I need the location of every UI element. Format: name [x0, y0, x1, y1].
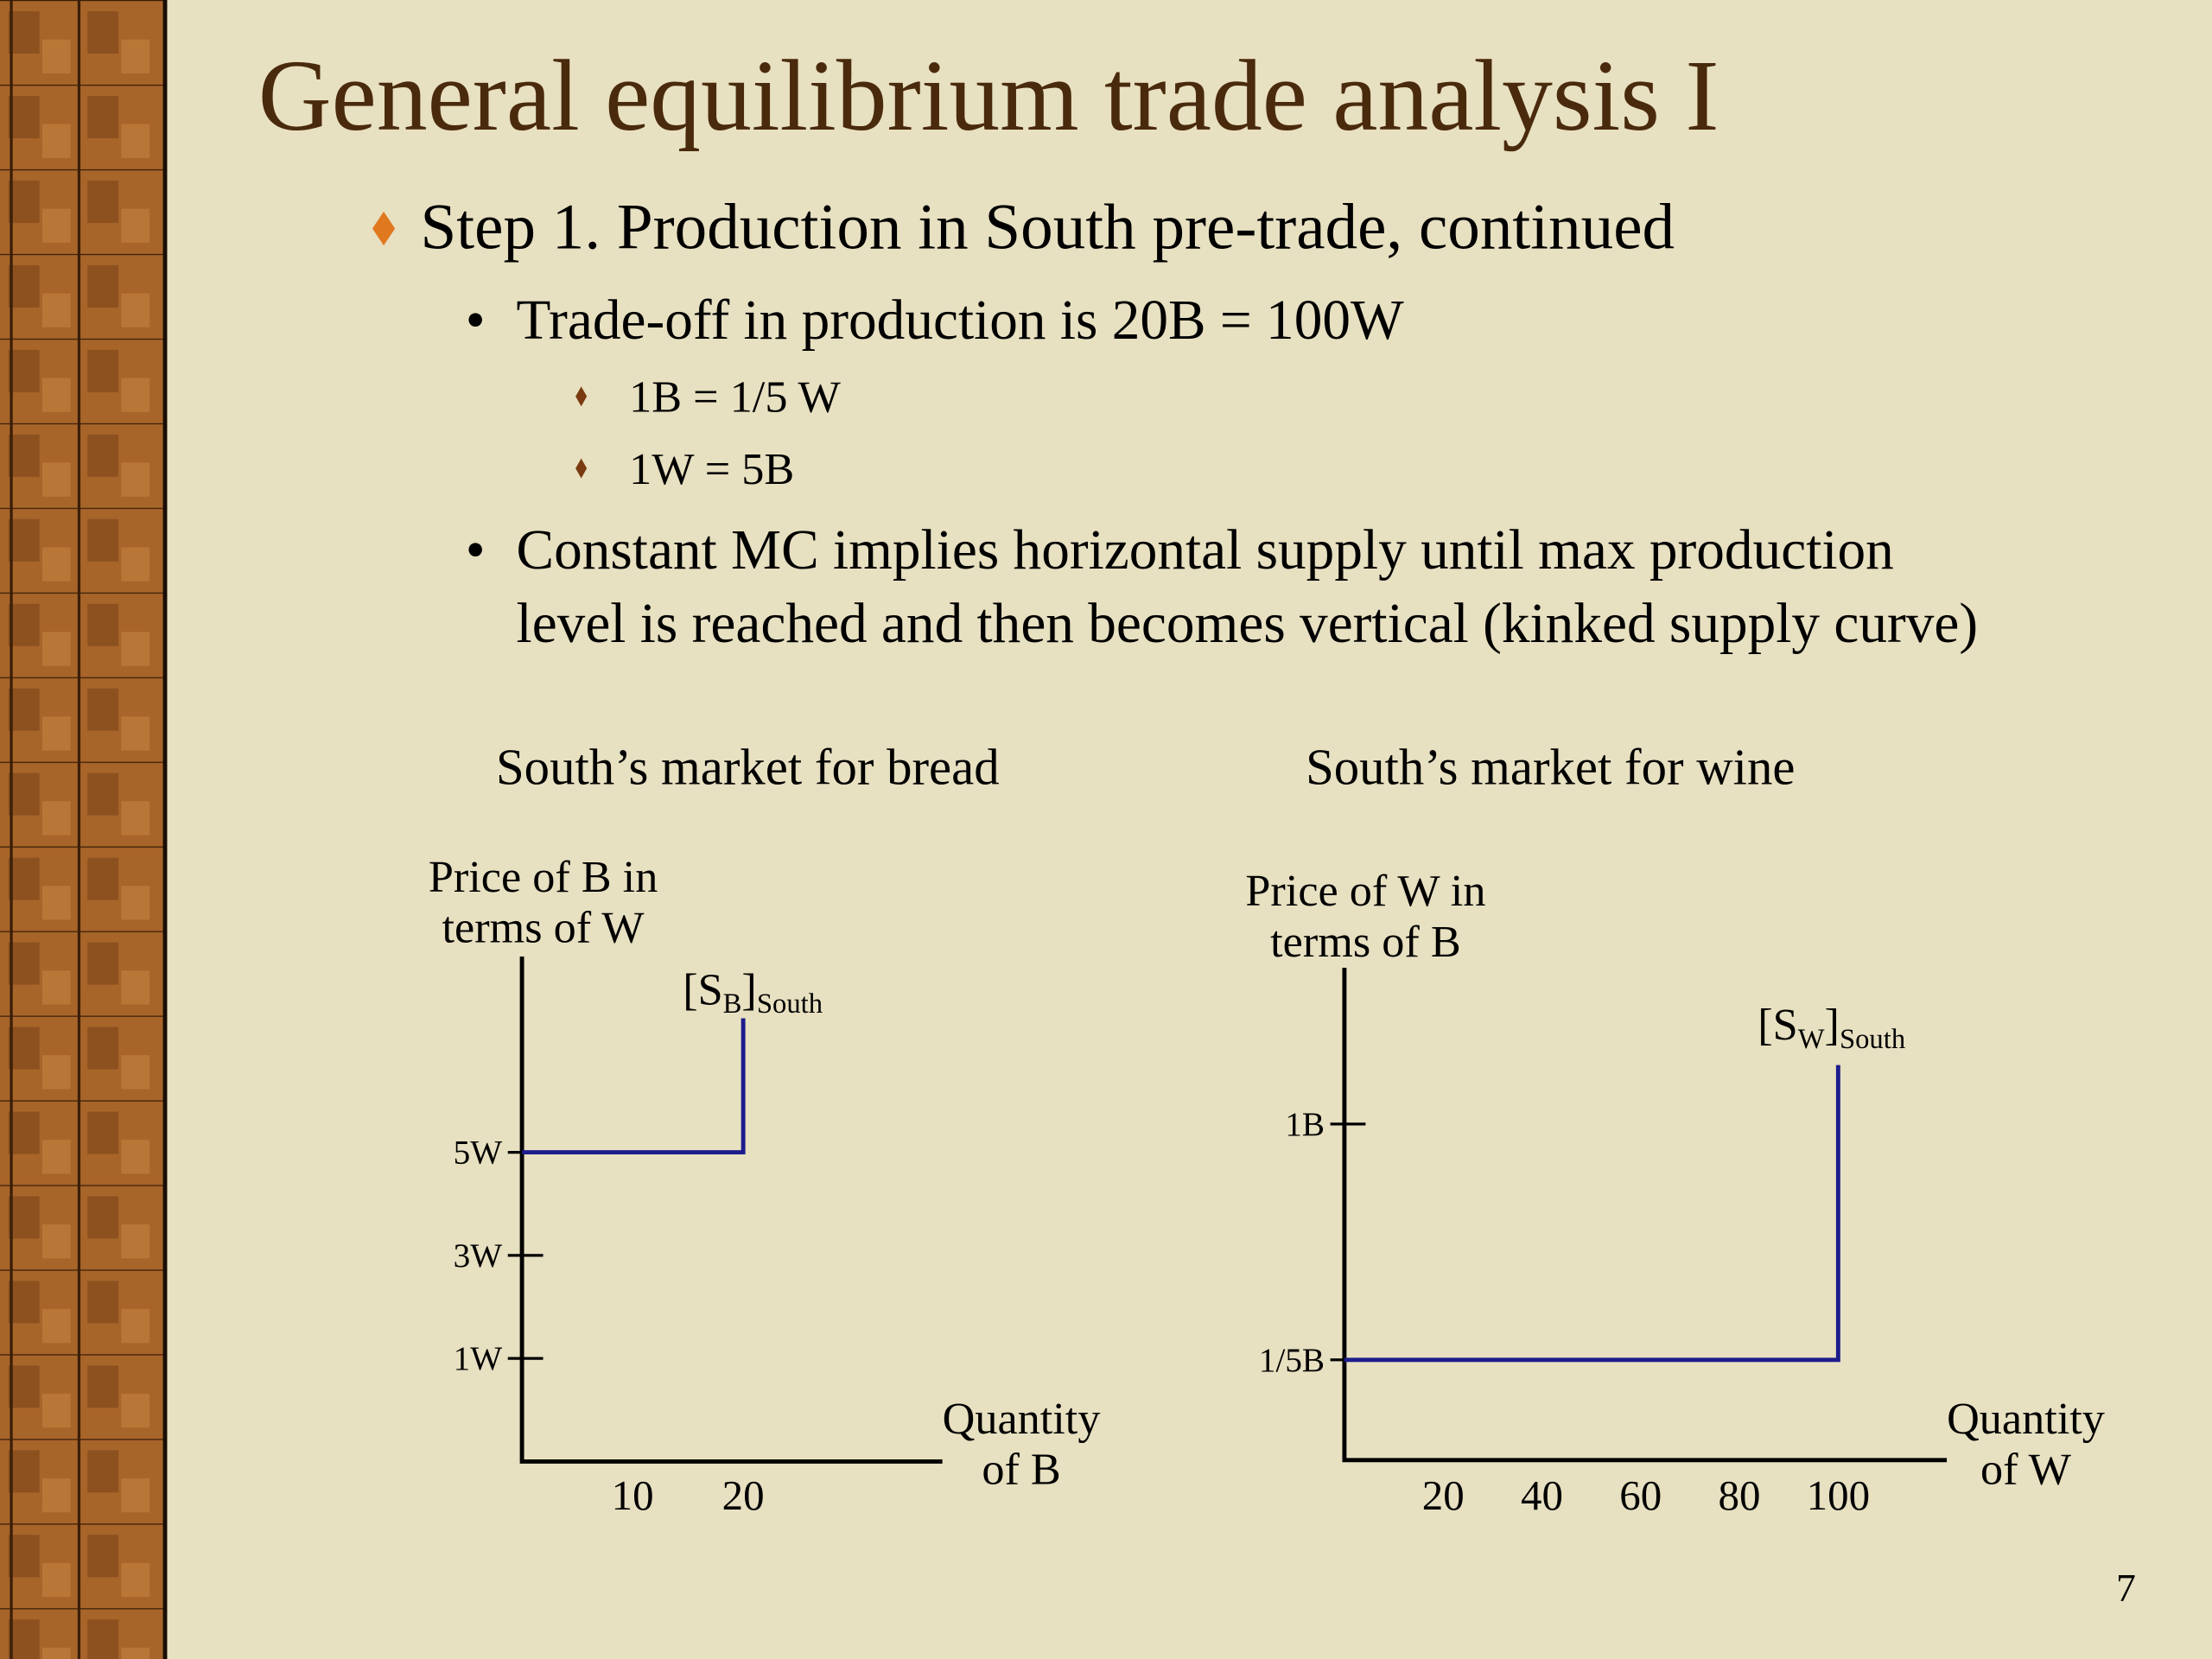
x-axis-label: of B — [982, 1445, 1060, 1495]
y-axis-label: terms of B — [1270, 917, 1461, 967]
bullet-icon — [372, 211, 396, 246]
bullet-dot: • — [466, 519, 486, 582]
y-axis-label: Price of W in — [1245, 866, 1485, 916]
series-label-part: B — [723, 988, 742, 1020]
bullet-text: 1W = 5B — [629, 444, 794, 494]
x-tick-label: 20 — [722, 1471, 765, 1519]
x-tick-label: 100 — [1807, 1471, 1870, 1519]
series-label-part: South — [757, 988, 823, 1020]
y-tick-label: 5W — [454, 1135, 503, 1172]
y-axis-label: terms of W — [442, 903, 645, 953]
series-label-part: ] — [1825, 1000, 1840, 1050]
series-label: [SW]South — [1758, 1000, 1905, 1055]
y-tick-label: 3W — [454, 1237, 503, 1274]
bullet-text: 1B = 1/5 W — [629, 372, 841, 423]
bullet-text: Trade-off in production is 20B = 100W — [517, 289, 1404, 352]
x-tick-label: 20 — [1422, 1471, 1465, 1519]
x-tick-label: 40 — [1521, 1471, 1563, 1519]
x-axis-label: of W — [1980, 1445, 2072, 1495]
series-label-part: W — [1798, 1024, 1825, 1055]
bullet-text: Step 1. Production in South pre-trade, c… — [421, 191, 1675, 263]
series-label: [SB]South — [683, 964, 823, 1020]
x-axis-label: Quantity — [943, 1394, 1101, 1444]
bullet-text: Constant MC implies horizontal supply un… — [517, 519, 1894, 582]
series-label-part: [S — [1758, 1000, 1797, 1050]
y-tick-label: 1W — [454, 1340, 503, 1377]
x-tick-label: 60 — [1619, 1471, 1662, 1519]
x-tick-label: 80 — [1719, 1471, 1761, 1519]
supply-curve — [1344, 1065, 1840, 1363]
axes — [1342, 968, 1948, 1463]
supply-curve — [522, 1018, 746, 1155]
y-axis-label: Price of B in — [429, 852, 658, 902]
side-strip — [0, 0, 167, 1659]
chart-title: South’s market for wine — [1306, 740, 1795, 796]
series-label-part: ] — [741, 964, 756, 1014]
page-number: 7 — [2116, 1566, 2136, 1610]
bullet-icon — [575, 458, 588, 479]
bullet-dot: • — [466, 289, 486, 352]
series-label-part: [S — [683, 964, 722, 1014]
x-axis-label: Quantity — [1947, 1394, 2105, 1444]
bullet-text: level is reached and then becomes vertic… — [517, 593, 1979, 655]
x-tick-label: 10 — [612, 1471, 654, 1519]
chart-title: South’s market for bread — [496, 740, 1000, 796]
bullet-icon — [575, 386, 588, 407]
axes — [519, 956, 943, 1464]
title: General equilibrium trade analysis I — [258, 40, 1719, 152]
series-label-part: South — [1840, 1024, 1905, 1055]
y-tick-label: 1/5B — [1259, 1342, 1325, 1379]
y-tick-label: 1B — [1285, 1106, 1325, 1143]
